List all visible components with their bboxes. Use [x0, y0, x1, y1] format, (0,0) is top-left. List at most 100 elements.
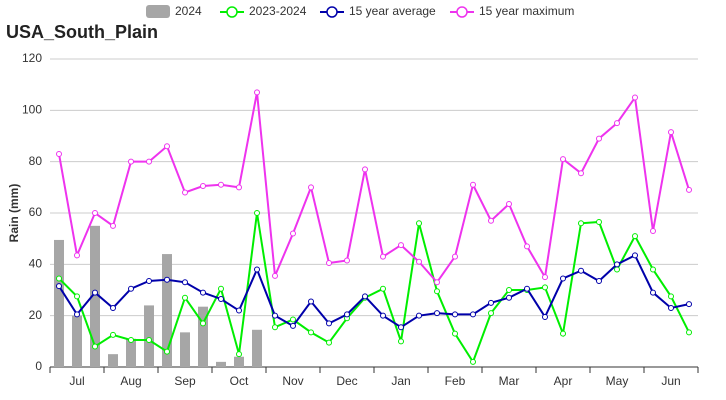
point [326, 260, 332, 267]
bar [54, 239, 64, 367]
point [542, 313, 548, 320]
point [74, 311, 80, 318]
point [434, 310, 440, 317]
point [488, 217, 494, 224]
point [686, 301, 692, 308]
point [596, 278, 602, 285]
point [128, 285, 134, 292]
point [308, 329, 314, 336]
point [434, 288, 440, 295]
point [128, 337, 134, 344]
legend-swatch [226, 6, 238, 18]
point [380, 253, 386, 260]
bar [180, 332, 190, 367]
point [164, 143, 170, 150]
point [164, 348, 170, 355]
point [398, 324, 404, 331]
point [686, 329, 692, 336]
point [614, 261, 620, 268]
point [614, 120, 620, 127]
line [58, 254, 690, 329]
point [218, 181, 224, 188]
point [236, 307, 242, 314]
point [362, 166, 368, 173]
bar [216, 361, 226, 367]
y-tick-label: 20 [29, 308, 43, 322]
point [488, 310, 494, 317]
point [56, 283, 62, 290]
y-tick-label: 100 [22, 103, 42, 117]
point [452, 253, 458, 260]
point [668, 304, 674, 311]
legend-swatch [326, 6, 338, 18]
point [326, 320, 332, 327]
x-tick-label: Oct [230, 374, 249, 388]
point [452, 330, 458, 337]
legend-swatch [456, 6, 468, 18]
point [470, 311, 476, 318]
point [470, 181, 476, 188]
point [614, 266, 620, 273]
point [110, 222, 116, 229]
point [308, 298, 314, 305]
point [182, 294, 188, 301]
point [308, 184, 314, 191]
point [272, 312, 278, 319]
bar [108, 354, 118, 367]
point [110, 304, 116, 311]
point [200, 183, 206, 190]
point [506, 201, 512, 208]
point [254, 89, 260, 96]
x-tick-label: Jan [391, 374, 410, 388]
y-tick-label: 80 [29, 154, 43, 168]
point [254, 210, 260, 216]
point [542, 284, 548, 291]
point [290, 230, 296, 237]
point [578, 267, 584, 274]
legend-label: 2024 [175, 4, 202, 18]
bar [126, 338, 136, 367]
point [398, 242, 404, 249]
point [650, 289, 656, 296]
point [344, 257, 350, 264]
point [416, 312, 422, 319]
point [416, 220, 422, 227]
bar [72, 315, 82, 367]
point [74, 293, 80, 300]
point [290, 322, 296, 329]
point [182, 189, 188, 196]
point [200, 289, 206, 296]
point [578, 170, 584, 177]
legend-label: 15 year average [349, 4, 436, 18]
x-tick-label: Sep [174, 374, 196, 388]
point [236, 351, 242, 358]
point [146, 337, 152, 344]
line [58, 92, 690, 284]
point [650, 266, 656, 273]
y-tick-label: 120 [22, 51, 42, 65]
point [326, 339, 332, 346]
point [650, 227, 656, 234]
point [668, 129, 674, 136]
point [470, 358, 476, 365]
point [560, 330, 566, 337]
point [92, 289, 98, 296]
x-tick-label: May [606, 374, 629, 388]
point [74, 252, 80, 259]
point [146, 158, 152, 165]
point [56, 150, 62, 157]
legend-swatch [146, 5, 170, 18]
point [542, 274, 548, 281]
y-tick-label: 0 [35, 359, 42, 373]
point [524, 243, 530, 250]
y-tick-label: 60 [29, 205, 43, 219]
bar [162, 254, 172, 367]
point [506, 294, 512, 301]
point [236, 184, 242, 191]
point [344, 311, 350, 318]
x-tick-label: Mar [499, 374, 520, 388]
x-tick-label: Nov [282, 374, 303, 388]
point [110, 331, 116, 338]
point [686, 186, 692, 193]
bar [198, 306, 208, 367]
